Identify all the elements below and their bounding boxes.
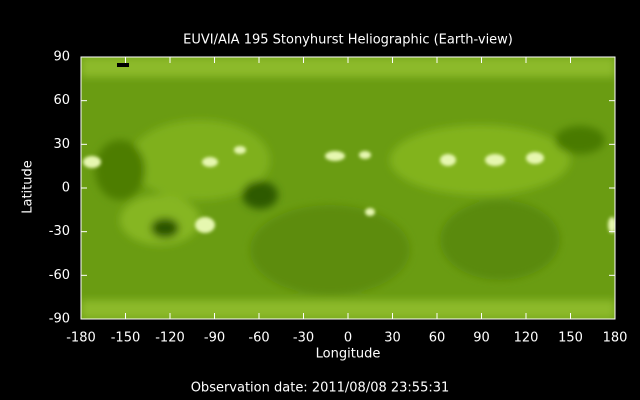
x-tick-label: -60 (248, 331, 269, 346)
y-tick-label: -90 (49, 312, 70, 327)
x-tick-label: -30 (293, 331, 314, 346)
y-tick-label: 0 (62, 181, 70, 196)
y-axis-label: Latitude (21, 160, 36, 214)
x-tick-label: 150 (558, 331, 583, 346)
x-tick-label: 60 (429, 331, 446, 346)
x-tick-label: -180 (66, 331, 96, 346)
x-tick-label: 180 (603, 331, 628, 346)
observation-date: Observation date: 2011/08/08 23:55:31 (191, 381, 450, 396)
x-tick-label: 30 (384, 331, 401, 346)
x-tick-label: -120 (155, 331, 185, 346)
sun-map-image (81, 57, 615, 319)
x-tick-label: -150 (111, 331, 141, 346)
y-tick-label: -60 (49, 268, 70, 283)
y-tick-label: 30 (53, 137, 70, 152)
x-tick-label: 120 (514, 331, 539, 346)
y-tick-label: 90 (53, 50, 70, 65)
x-tick-label: 90 (473, 331, 490, 346)
y-tick-label: 60 (53, 93, 70, 108)
x-tick-label: -90 (204, 331, 225, 346)
x-axis-label: Longitude (316, 347, 381, 362)
x-tick-label: 0 (344, 331, 352, 346)
title: EUVI/AIA 195 Stonyhurst Heliographic (Ea… (183, 33, 513, 48)
y-tick-label: -30 (49, 224, 70, 239)
